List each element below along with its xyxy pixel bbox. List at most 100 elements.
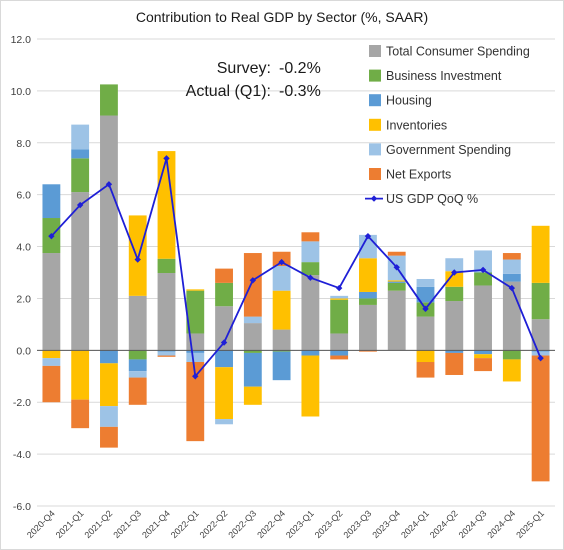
gdp-point — [451, 269, 458, 276]
x-tick-label: 2022-Q1 — [169, 508, 201, 540]
bar-segment — [215, 367, 233, 420]
bar-segment — [359, 291, 377, 299]
gdp-point — [537, 354, 544, 362]
legend-entry: Government Spending — [386, 143, 511, 157]
bar-segment — [445, 286, 464, 302]
bar-segment — [359, 350, 377, 352]
y-tick-label: -6.0 — [13, 501, 31, 513]
bar-segment — [502, 359, 521, 382]
gdp-point — [134, 256, 141, 263]
bar-segment — [474, 354, 492, 359]
bar-segment — [157, 351, 176, 356]
bar-segment — [157, 258, 176, 274]
bar-segment — [416, 316, 435, 351]
bar-segment — [531, 355, 550, 482]
bar-segment — [416, 286, 435, 303]
y-axis-ticks: -6.0 -4.0 -2.0 0.0 2.0 4.0 6.0 8.0 10.0 12.0 — [11, 34, 32, 513]
bar-segment — [502, 273, 521, 282]
legend-entry: Net Exports — [386, 168, 451, 182]
bar-segment — [387, 282, 406, 291]
bar-segment — [128, 350, 147, 360]
bar-segment — [474, 272, 492, 286]
bar-segment — [71, 399, 90, 429]
x-tick-label: 2023-Q1 — [284, 508, 316, 540]
gdp-point — [307, 274, 314, 281]
gdp-point — [364, 232, 372, 240]
gdp-line-series — [48, 155, 544, 380]
legend-entry: Total Consumer Spending — [386, 45, 530, 59]
bar-segment — [272, 290, 291, 330]
gdp-line — [50, 158, 542, 379]
bar-segment — [445, 271, 464, 287]
bar-segment — [474, 285, 492, 351]
survey-label: Survey: — [217, 60, 271, 77]
bar-segment — [243, 323, 262, 351]
bar-segment — [157, 355, 176, 357]
bar-segment — [387, 251, 406, 256]
bar-segment — [128, 371, 147, 378]
legend-entry: Inventories — [386, 118, 447, 132]
bar-segment — [215, 306, 233, 351]
bar-segment — [301, 355, 320, 417]
legend-entry: US GDP QoQ % — [386, 192, 478, 206]
bar-segment — [301, 262, 320, 276]
bar-segment — [330, 333, 349, 351]
bar-segment — [215, 268, 233, 283]
bar-segment — [100, 426, 118, 448]
bar-segment — [330, 350, 349, 356]
bar-segment — [186, 289, 205, 291]
y-tick-label: 6.0 — [16, 190, 31, 202]
bar-segment — [186, 352, 205, 363]
bar-segment — [301, 275, 320, 351]
bar-segment — [272, 266, 291, 291]
actual-label: Actual (Q1): — [186, 83, 271, 100]
gdp-point — [220, 339, 228, 346]
bar-segment — [474, 250, 492, 273]
bar-segment — [243, 350, 262, 353]
bar-segment — [445, 350, 464, 353]
survey-value: -0.2% — [279, 60, 321, 77]
gdp-point — [479, 266, 487, 274]
bar-segment — [42, 365, 61, 403]
bar-segment — [359, 298, 377, 305]
bar-segment — [186, 362, 205, 442]
x-tick-label: 2020-Q4 — [25, 508, 57, 540]
gdp-point — [192, 373, 199, 380]
bar-segment — [100, 363, 118, 407]
x-tick-label: 2025-Q1 — [514, 508, 546, 540]
y-tick-label: 12.0 — [11, 34, 32, 46]
legend-swatch — [369, 94, 381, 107]
y-tick-label: 0.0 — [16, 345, 31, 357]
bar-segment — [215, 419, 233, 425]
bar-segment — [502, 253, 521, 260]
legend-swatch — [369, 168, 381, 180]
bar-segment — [531, 319, 550, 351]
bar-segment — [186, 350, 205, 353]
bar-segment — [128, 377, 147, 405]
bar-segment — [42, 350, 61, 359]
bar-segment — [387, 280, 406, 282]
bar-segment — [416, 350, 435, 363]
bar-segment — [243, 253, 262, 317]
gdp-point — [76, 201, 84, 209]
gdp-point — [163, 155, 170, 162]
legend-swatch — [369, 69, 381, 82]
bar-segment — [100, 406, 118, 427]
x-tick-label: 2021-Q3 — [111, 508, 143, 540]
bar-segment — [272, 251, 291, 267]
x-tick-label: 2024-Q2 — [428, 508, 460, 540]
bar-segment — [502, 281, 521, 351]
legend-entry: Housing — [386, 94, 432, 108]
legend-line-marker — [370, 195, 378, 202]
x-tick-label: 2022-Q2 — [198, 508, 230, 540]
bar-segment — [128, 215, 147, 296]
bar-segment — [100, 84, 118, 116]
bar-segment — [186, 290, 205, 334]
bar-segment — [416, 362, 435, 378]
legend-swatch — [369, 118, 381, 131]
y-tick-label: -4.0 — [13, 449, 31, 461]
bar-segment — [71, 192, 90, 351]
gdp-point — [105, 181, 113, 188]
bar-segment — [531, 225, 550, 283]
x-tick-label: 2024-Q4 — [485, 508, 517, 540]
